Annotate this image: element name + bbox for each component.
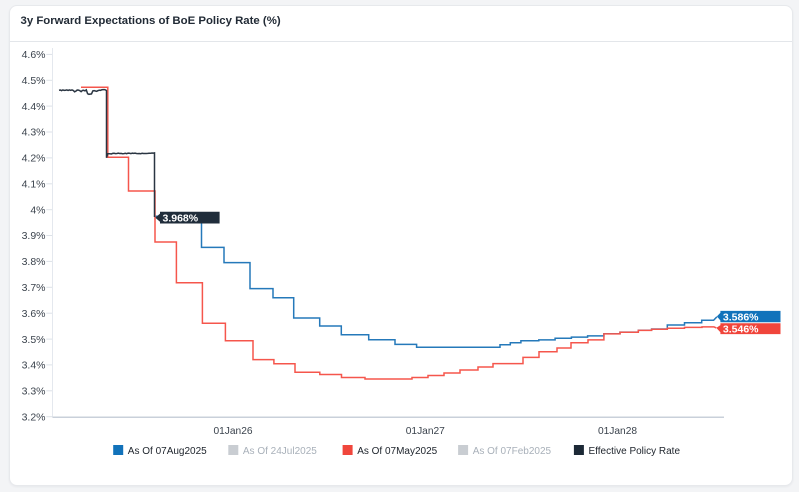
svg-text:As Of 07Feb2025: As Of 07Feb2025	[473, 446, 552, 457]
svg-text:4.1%: 4.1%	[22, 179, 46, 191]
svg-text:3.8%: 3.8%	[22, 256, 46, 268]
svg-text:As Of 24Jul2025: As Of 24Jul2025	[243, 446, 317, 457]
svg-text:4.5%: 4.5%	[22, 75, 46, 87]
svg-text:As Of 07Aug2025: As Of 07Aug2025	[128, 446, 207, 457]
svg-text:3.7%: 3.7%	[22, 282, 46, 294]
svg-text:3.2%: 3.2%	[22, 411, 46, 423]
svg-text:3.968%: 3.968%	[163, 212, 199, 224]
svg-text:3.546%: 3.546%	[723, 323, 759, 335]
svg-text:4.3%: 4.3%	[22, 127, 46, 139]
svg-text:01Jan28: 01Jan28	[598, 426, 637, 437]
svg-text:3.9%: 3.9%	[22, 230, 46, 242]
svg-text:4.2%: 4.2%	[22, 153, 46, 165]
svg-text:4.4%: 4.4%	[22, 101, 46, 113]
svg-text:4%: 4%	[30, 204, 45, 216]
svg-text:As Of 07May2025: As Of 07May2025	[357, 446, 437, 457]
svg-text:3.5%: 3.5%	[22, 334, 46, 346]
svg-text:4.6%: 4.6%	[22, 49, 46, 61]
svg-text:01Jan27: 01Jan27	[406, 426, 445, 437]
svg-text:3.586%: 3.586%	[723, 311, 759, 323]
svg-text:01Jan26: 01Jan26	[213, 426, 252, 437]
svg-text:3.4%: 3.4%	[22, 360, 46, 372]
svg-text:3.6%: 3.6%	[22, 308, 46, 320]
svg-text:3.3%: 3.3%	[22, 386, 46, 398]
svg-text:Effective Policy Rate: Effective Policy Rate	[589, 446, 681, 457]
